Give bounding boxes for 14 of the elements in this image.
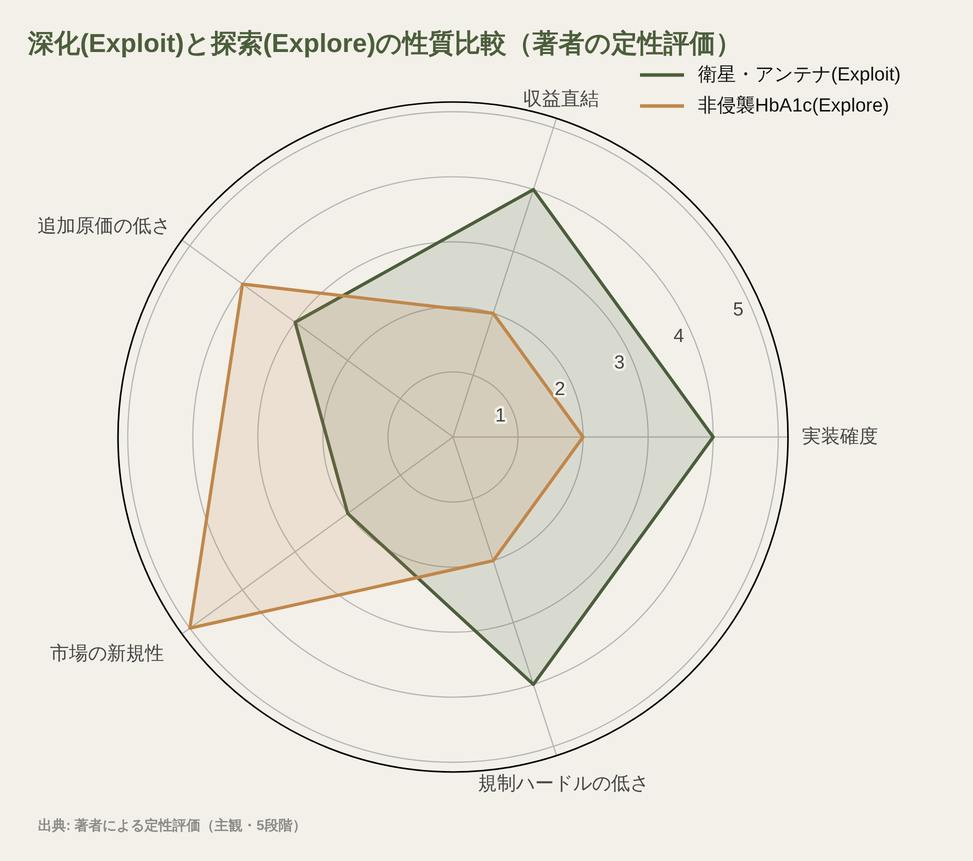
annotation: 出典: 著者による定性評価（主観・5段階）: [38, 817, 306, 833]
legend-label: 衛星・アンテナ(Exploit): [698, 64, 901, 86]
category-label: 実装確度: [802, 426, 878, 448]
ytick: 1: [495, 405, 506, 426]
ytick: 2: [554, 378, 566, 400]
category-label: 追加原価の低さ: [38, 216, 171, 237]
category-label: 規制ハードルの低さ: [478, 773, 649, 794]
title: 深化(Exploit)と探索(Explore)の性質比較（著者の定性評価）: [28, 28, 742, 58]
ytick: 4: [674, 326, 684, 347]
ytick: 3: [614, 352, 625, 374]
ytick: 5: [732, 300, 744, 320]
category-label: 市場の新規性: [50, 644, 164, 665]
legend-label: 非侵襲HbA1c(Explore): [698, 96, 890, 116]
category-label: 収益直結: [522, 89, 599, 110]
